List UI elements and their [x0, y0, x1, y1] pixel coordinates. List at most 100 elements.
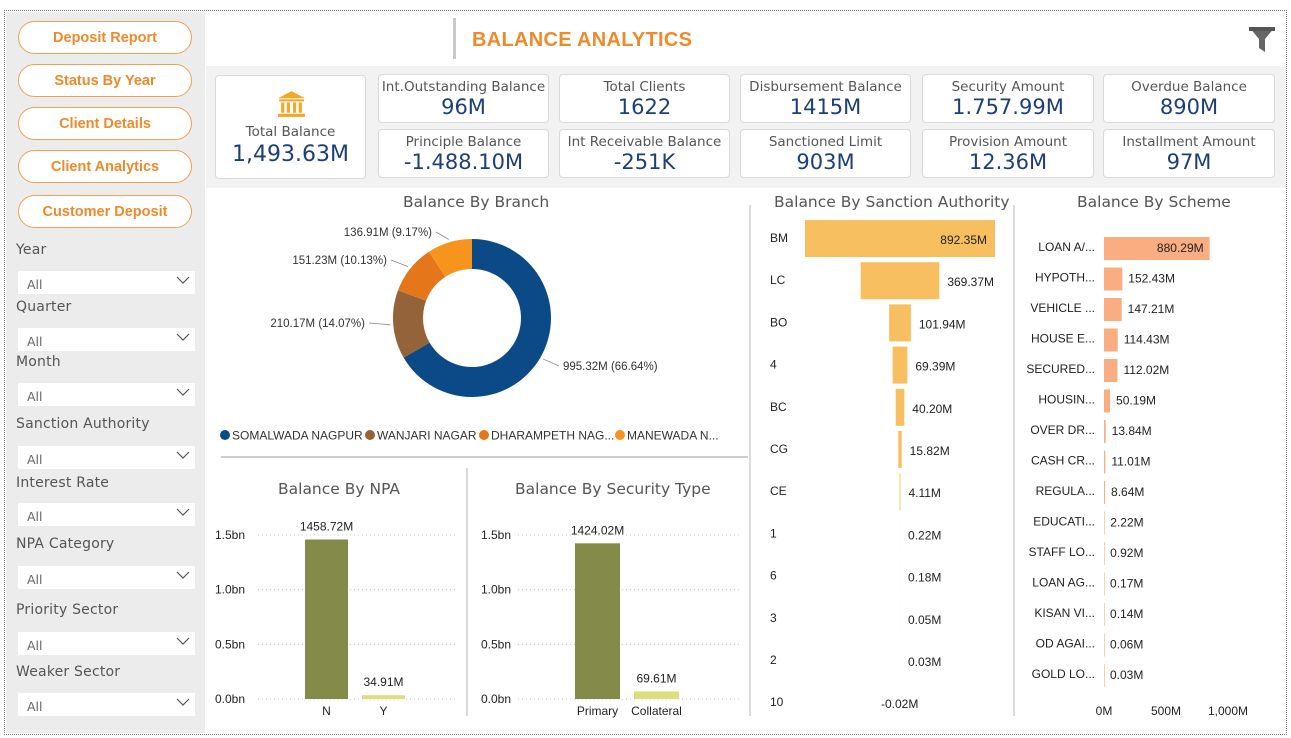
donut-data-label: 210.17M (14.07%) — [270, 318, 365, 330]
category-label: Collateral — [631, 704, 682, 718]
category-label: REGULA... — [1036, 484, 1095, 498]
chevron-down-icon — [176, 451, 190, 459]
filter-label-quarter: Quarter — [16, 299, 72, 315]
kpi-value: 1,493.63M — [232, 142, 349, 167]
bar — [1104, 328, 1118, 352]
bar — [860, 262, 940, 300]
bar — [1104, 481, 1106, 504]
kpi-label: Provision Amount — [948, 134, 1068, 150]
bar — [1104, 664, 1105, 687]
bar — [1104, 359, 1118, 382]
kpi-value: 903M — [796, 150, 855, 174]
filter-value: All — [27, 638, 43, 653]
kpi-security-amount: Security Amount 1.757.99M — [922, 74, 1094, 123]
y-tick-label: 1.0bn — [481, 583, 511, 597]
kpi-value: 1415M — [789, 95, 862, 119]
y-tick-label: 0.5bn — [215, 637, 245, 651]
category-label: LC — [770, 273, 786, 287]
bar — [362, 695, 405, 699]
kpi-value: 12.36M — [968, 150, 1048, 174]
nav-client-details-button[interactable]: Client Details — [18, 107, 192, 140]
donut-slice — [428, 239, 472, 277]
bar — [1104, 237, 1210, 260]
category-label: STAFF LO... — [1029, 545, 1095, 559]
kpi-label: Int Receivable Balance — [567, 134, 722, 150]
kpi-overdue-balance: Overdue Balance 890M — [1103, 74, 1275, 123]
filter-label-interest-rate: Interest Rate — [16, 475, 110, 491]
kpi-value: -1.488.10M — [403, 150, 524, 174]
filter-select-weaker-sector[interactable]: All — [18, 693, 195, 716]
chevron-down-icon — [176, 571, 190, 579]
data-label: 2.22M — [1110, 516, 1143, 530]
kpi-value: 1622 — [617, 95, 672, 119]
data-label: 50.19M — [1116, 394, 1156, 408]
kpi-label: Overdue Balance — [1131, 79, 1247, 95]
x-tick-label: 0M — [1096, 704, 1113, 718]
filter-select-sanction-authority[interactable]: All — [18, 446, 195, 469]
data-label: 69.39M — [915, 360, 955, 374]
y-tick-label: 0.5bn — [481, 637, 511, 651]
kpi-value: 1.757.99M — [952, 95, 1064, 119]
bank-icon — [278, 91, 305, 117]
nav-deposit-report-button[interactable]: Deposit Report — [18, 21, 192, 54]
x-tick-label: 1,000M — [1208, 704, 1248, 718]
data-label: 40.20M — [912, 402, 952, 416]
kpi-label: Sanctioned Limit — [768, 134, 883, 150]
kpi-provision-amount: Provision Amount 12.36M — [922, 129, 1094, 178]
kpi-label: Total Clients — [603, 79, 686, 95]
filter-select-npa-category[interactable]: All — [18, 566, 195, 589]
nav-customer-deposit-button[interactable]: Customer Deposit — [18, 195, 192, 228]
filter-label-priority-sector: Priority Sector — [16, 602, 119, 618]
data-label: 152.43M — [1128, 272, 1175, 286]
kpi-label: Installment Amount — [1122, 134, 1256, 150]
legend-item: DHARAMPETH NAG... — [491, 429, 614, 443]
filter-value: All — [27, 572, 43, 587]
filter-icon[interactable] — [1248, 26, 1276, 54]
category-label: BO — [770, 315, 787, 329]
nav-status-by-year-button[interactable]: Status By Year — [18, 64, 192, 97]
donut-slice — [392, 290, 430, 358]
filter-value: All — [27, 699, 43, 714]
filter-select-month[interactable]: All — [18, 383, 195, 406]
filter-value: All — [27, 509, 43, 524]
category-label: BM — [770, 231, 788, 245]
data-label: 0.18M — [908, 571, 941, 585]
chevron-down-icon — [176, 698, 190, 706]
filter-value: All — [27, 277, 43, 292]
filter-select-priority-sector[interactable]: All — [18, 632, 195, 655]
leader-line — [435, 231, 449, 240]
bar — [1104, 267, 1123, 291]
filter-select-interest-rate[interactable]: All — [18, 503, 195, 526]
kpi-value: 97M — [1166, 150, 1212, 174]
donut-data-label: 995.32M (66.64%) — [563, 361, 658, 373]
category-label: HYPOTH... — [1035, 271, 1095, 285]
category-label: LOAN A/... — [1038, 240, 1095, 254]
category-label: CE — [770, 484, 787, 498]
chart-title-security-type: Balance By Security Type — [515, 480, 711, 498]
data-label: 0.22M — [908, 528, 941, 542]
bar — [1104, 298, 1122, 321]
chevron-down-icon — [176, 333, 190, 341]
data-label: 0.17M — [1110, 577, 1143, 591]
category-label: LOAN AG... — [1032, 576, 1095, 590]
bar — [898, 431, 902, 468]
y-tick-label: 0.0bn — [215, 692, 245, 706]
bar — [1104, 450, 1106, 474]
category-label: 3 — [770, 611, 777, 625]
filter-select-quarter[interactable]: All — [18, 328, 195, 351]
filter-select-year[interactable]: All — [18, 271, 195, 294]
kpi-sanctioned-limit: Sanctioned Limit 903M — [740, 129, 911, 178]
bar — [305, 539, 348, 699]
data-label: 0.03M — [908, 655, 941, 669]
nav-client-analytics-button[interactable]: Client Analytics — [18, 150, 192, 183]
data-label: 1458.72M — [300, 520, 353, 534]
bar — [889, 304, 911, 342]
category-label: Y — [379, 704, 387, 718]
chevron-down-icon — [176, 508, 190, 516]
category-label: KISAN VI... — [1034, 606, 1095, 620]
legend-marker — [365, 430, 375, 440]
data-label: 4.11M — [908, 486, 940, 500]
donut-slice — [398, 251, 446, 301]
data-label: 69.61M — [636, 671, 676, 685]
category-label: CASH CR... — [1031, 454, 1095, 468]
